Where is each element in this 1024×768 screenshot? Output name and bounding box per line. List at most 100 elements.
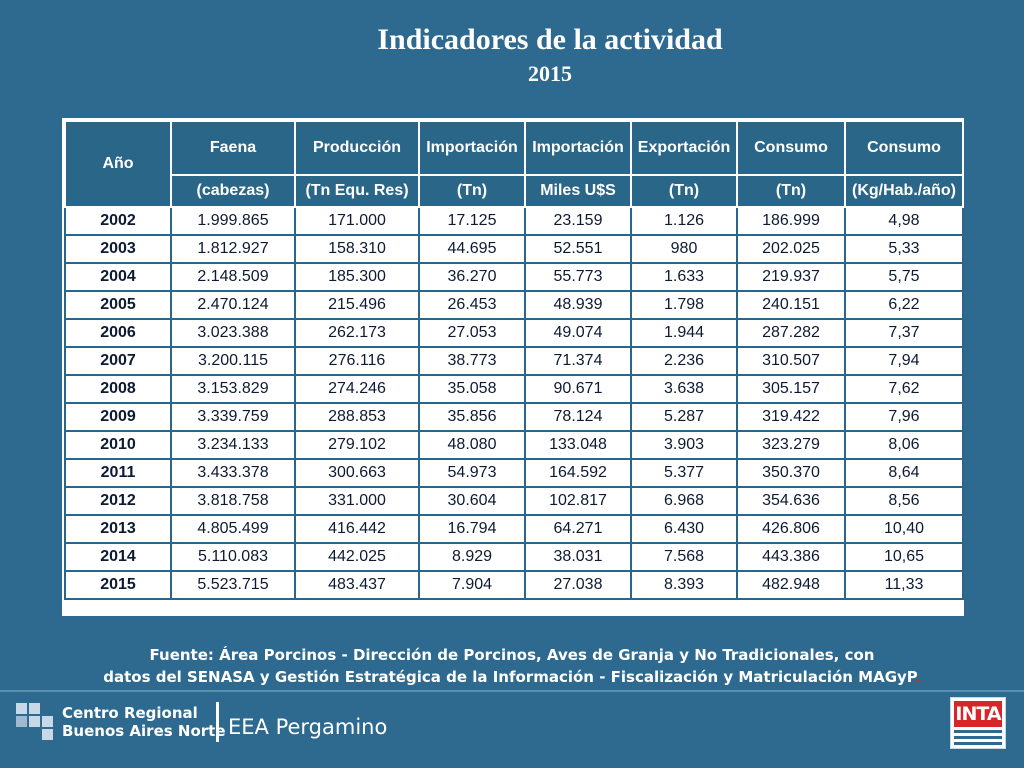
header-importacion-usd: Importación (524, 120, 632, 176)
table-cell: 102.817 (524, 486, 632, 516)
table-row: 2003 1.812.927 158.310 44.695 52.551 980 202.0… (64, 234, 964, 264)
table-cell: 3.638 (630, 374, 738, 404)
table-cell: 44.695 (418, 234, 526, 264)
table-cell: 17.125 (418, 206, 526, 236)
table-cell: 7,37 (844, 318, 964, 348)
table-cell: 158.310 (294, 234, 420, 264)
table-cell: 4,98 (844, 206, 964, 236)
table-cell: 416.442 (294, 514, 420, 544)
org-name: Centro Regional Buenos Aires Norte (62, 704, 226, 740)
source-line-2-wrap: datos del SENASA y Gestión Estratégica d… (0, 666, 1024, 688)
table-cell: 310.507 (736, 346, 846, 376)
header-exportacion: Exportación (630, 120, 738, 176)
table-cell: 54.973 (418, 458, 526, 488)
table-cell: 442.025 (294, 542, 420, 572)
table-cell-year: 2014 (64, 542, 172, 572)
table-cell: 3.903 (630, 430, 738, 460)
table-cell: 7,96 (844, 402, 964, 432)
source-line-2: datos del SENASA y Gestión Estratégica d… (103, 668, 916, 686)
table-cell: 7.568 (630, 542, 738, 572)
table-row: 2014 5.110.083 442.025 8.929 38.031 7.568 443.… (64, 542, 964, 572)
table-cell: 7.904 (418, 570, 526, 600)
table-cell: 276.116 (294, 346, 420, 376)
data-table-frame: Año Faena Producción Importación Importa… (62, 118, 964, 616)
table-cell: 3.234.133 (170, 430, 296, 460)
table-row: 2011 3.433.378 300.663 54.973 164.592 5.377 35… (64, 458, 964, 488)
table-cell: 3.200.115 (170, 346, 296, 376)
table-cell: 23.159 (524, 206, 632, 236)
footer-divider-line (0, 690, 1024, 692)
header-year: Año (64, 120, 172, 208)
table-cell: 78.124 (524, 402, 632, 432)
table-cell: 26.453 (418, 290, 526, 320)
unit-importacion-tn: (Tn) (418, 174, 526, 208)
table-cell: 3.818.758 (170, 486, 296, 516)
table-cell: 202.025 (736, 234, 846, 264)
table-body: 2002 1.999.865 171.000 17.125 23.159 1.126 186… (64, 206, 964, 600)
table-cell: 4.805.499 (170, 514, 296, 544)
table-cell: 55.773 (524, 262, 632, 292)
unit-produccion: (Tn Equ. Res) (294, 174, 420, 208)
table-cell: 319.422 (736, 402, 846, 432)
table-cell: 48.080 (418, 430, 526, 460)
table-row: 2009 3.339.759 288.853 35.856 78.124 5.287 319… (64, 402, 964, 432)
table-cell: 331.000 (294, 486, 420, 516)
table-cell: 1.812.927 (170, 234, 296, 264)
inta-logo-stripe (954, 730, 1002, 733)
table-cell: 38.031 (524, 542, 632, 572)
table-cell: 90.671 (524, 374, 632, 404)
table-cell: 2.148.509 (170, 262, 296, 292)
table-cell: 27.038 (524, 570, 632, 600)
table-cell: 64.271 (524, 514, 632, 544)
table-cell: 38.773 (418, 346, 526, 376)
unit-consumo-tn: (Tn) (736, 174, 846, 208)
table-cell: 305.157 (736, 374, 846, 404)
table-cell: 3.023.388 (170, 318, 296, 348)
table-cell: 287.282 (736, 318, 846, 348)
activity-indicators-table: Año Faena Producción Importación Importa… (64, 120, 964, 600)
table-row: 2012 3.818.758 331.000 30.604 102.817 6.968 35… (64, 486, 964, 516)
table-cell-year: 2003 (64, 234, 172, 264)
table-header-row: Año Faena Producción Importación Importa… (64, 120, 964, 208)
table-cell: 1.798 (630, 290, 738, 320)
table-cell: 300.663 (294, 458, 420, 488)
source-line-2-end: . (915, 668, 921, 686)
table-cell-year: 2006 (64, 318, 172, 348)
table-units-row: (cabezas) (Tn Equ. Res) (Tn) Miles U$S (… (65, 174, 964, 208)
table-cell-year: 2015 (64, 570, 172, 600)
table-cell: 30.604 (418, 486, 526, 516)
org-name-line-2: Buenos Aires Norte (62, 722, 226, 740)
unit-exportacion: (Tn) (630, 174, 738, 208)
table-cell: 10,40 (844, 514, 964, 544)
table-cell: 5.287 (630, 402, 738, 432)
table-row: 2010 3.234.133 279.102 48.080 133.048 3.903 32… (64, 430, 964, 460)
table-cell: 186.999 (736, 206, 846, 236)
table-cell-year: 2012 (64, 486, 172, 516)
unit-importacion-usd: Miles U$S (524, 174, 632, 208)
table-cell: 274.246 (294, 374, 420, 404)
table-cell: 5,75 (844, 262, 964, 292)
table-cell: 426.806 (736, 514, 846, 544)
table-cell: 350.370 (736, 458, 846, 488)
table-cell: 1.944 (630, 318, 738, 348)
table-cell: 6.968 (630, 486, 738, 516)
table-cell: 279.102 (294, 430, 420, 460)
inta-logo-text: INTA (954, 701, 1002, 727)
table-cell: 8,64 (844, 458, 964, 488)
inta-logo-stripe (954, 742, 1002, 745)
table-cell-year: 2008 (64, 374, 172, 404)
table-cell: 5.377 (630, 458, 738, 488)
table-cell-year: 2013 (64, 514, 172, 544)
table-cell-year: 2007 (64, 346, 172, 376)
table-cell: 354.636 (736, 486, 846, 516)
table-cell: 3.153.829 (170, 374, 296, 404)
table-cell: 7,94 (844, 346, 964, 376)
table-row: 2005 2.470.124 215.496 26.453 48.939 1.798 240… (64, 290, 964, 320)
table-row: 2006 3.023.388 262.173 27.053 49.074 1.944 287… (64, 318, 964, 348)
table-cell: 443.386 (736, 542, 846, 572)
table-row: 2002 1.999.865 171.000 17.125 23.159 1.126 186… (64, 206, 964, 236)
table-cell-year: 2010 (64, 430, 172, 460)
table-cell: 219.937 (736, 262, 846, 292)
table-cell-year: 2004 (64, 262, 172, 292)
inta-logo-stripe (954, 736, 1002, 739)
